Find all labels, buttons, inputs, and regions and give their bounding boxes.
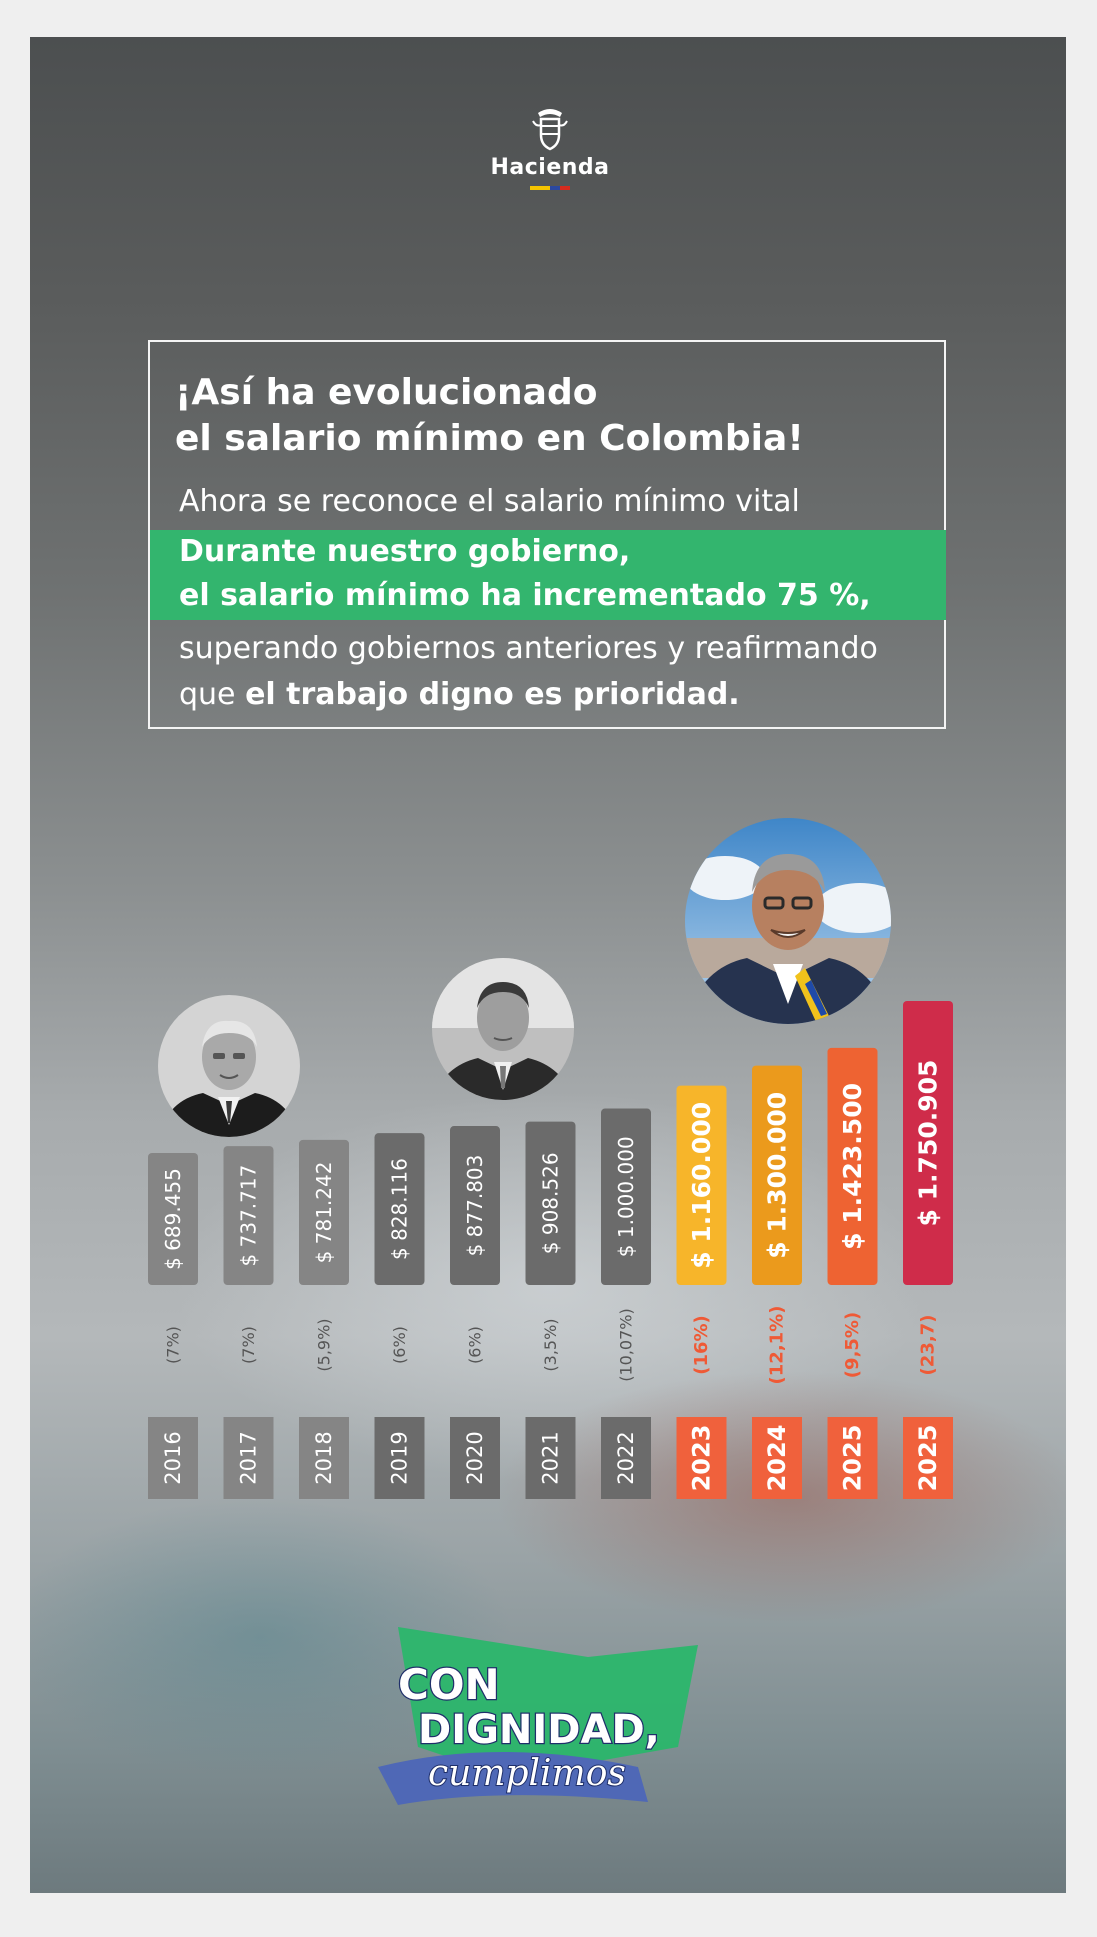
increase-label: (12,1%) xyxy=(767,1306,788,1385)
year-label: 2018 xyxy=(312,1431,336,1484)
increase-label: (10,07%) xyxy=(617,1308,636,1382)
year-label: 2017 xyxy=(237,1431,261,1484)
brand-line-2: DIGNIDAD, xyxy=(418,1707,660,1753)
bar-2016 xyxy=(148,1153,198,1285)
increase-label: (6%) xyxy=(390,1326,409,1364)
bar-value-label: $ 908.526 xyxy=(539,1152,563,1254)
highlight-line-2: el salario mínimo ha incrementado 75 %, xyxy=(179,578,871,613)
brand-line-3: cumplimos xyxy=(428,1753,626,1794)
year-box xyxy=(525,1417,576,1499)
headline-body: superando gobiernos anteriores y reafirm… xyxy=(179,626,939,718)
coat-of-arms-icon xyxy=(532,109,568,151)
year-box xyxy=(374,1417,425,1499)
highlight-band: Durante nuestro gobierno, el salario mín… xyxy=(150,530,946,620)
year-box xyxy=(752,1417,802,1499)
headline-body-line-1: superando gobiernos anteriores y reafirm… xyxy=(179,631,878,666)
year-label: 2021 xyxy=(539,1431,563,1484)
brand-line-1: CON xyxy=(398,1660,500,1709)
headline-body-line-2: que el trabajo digno es prioridad. xyxy=(179,672,939,718)
year-label: 2020 xyxy=(463,1431,487,1484)
headline-box: ¡Así ha evolucionado el salario mínimo e… xyxy=(148,340,946,729)
bar-2019 xyxy=(374,1133,425,1285)
year-box xyxy=(299,1417,349,1499)
bar-2018 xyxy=(299,1139,349,1285)
year-box xyxy=(903,1417,953,1499)
logo-text: Hacienda xyxy=(490,155,610,180)
year-label: 2024 xyxy=(763,1425,791,1492)
bar-value-label: $ 737.717 xyxy=(237,1165,261,1267)
highlight-line-1: Durante nuestro gobierno, xyxy=(179,534,631,569)
year-box xyxy=(148,1417,198,1499)
salary-chart: $ 689.455 $ 737.717 $ 781.242 $ 828.116 $ 87… xyxy=(148,1001,953,1499)
bar-value-label: $ 877.803 xyxy=(463,1155,487,1257)
bar-value-label: $ 1.300.000 xyxy=(763,1092,792,1259)
increase-label: (9,5%) xyxy=(842,1312,863,1378)
headline-title-line-2: el salario mínimo en Colombia! xyxy=(175,418,804,459)
brand-blue-swoosh xyxy=(378,1752,648,1805)
increase-label: (6%) xyxy=(466,1326,485,1364)
bar-value-label: $ 781.242 xyxy=(312,1162,336,1264)
year-box xyxy=(827,1417,878,1499)
bar-2025-b xyxy=(903,1001,953,1285)
bar-2020 xyxy=(450,1126,500,1285)
year-box xyxy=(223,1417,274,1499)
headline-title-line-1: ¡Así ha evolucionado xyxy=(175,372,598,413)
bar-2024 xyxy=(752,1065,802,1285)
bar-2025 xyxy=(827,1047,878,1285)
body-bold: el trabajo digno es prioridad. xyxy=(245,677,740,712)
year-label: 2023 xyxy=(688,1425,716,1492)
bar-2023 xyxy=(676,1085,727,1285)
bar-2017 xyxy=(223,1146,274,1285)
brand-green-swoosh xyxy=(398,1627,698,1777)
headline-subtitle: Ahora se reconoce el salario mínimo vita… xyxy=(179,484,800,519)
portrait-president-2016 xyxy=(158,995,300,1137)
bar-value-label: $ 1.750.905 xyxy=(914,1060,943,1227)
year-label: 2016 xyxy=(161,1431,185,1484)
headline-title: ¡Así ha evolucionado el salario mínimo e… xyxy=(175,370,935,462)
bar-2021 xyxy=(525,1121,576,1285)
con-dignidad-logo: CON DIGNIDAD, cumplimos xyxy=(378,1627,698,1805)
portrait-president-2018 xyxy=(432,958,574,1100)
year-label: 2025 xyxy=(839,1425,867,1492)
bar-value-label: $ 1.423.500 xyxy=(838,1083,867,1250)
bar-value-label: $ 828.116 xyxy=(388,1158,412,1260)
increase-label: (16%) xyxy=(691,1315,712,1375)
increase-label: (23,7) xyxy=(918,1315,939,1376)
year-box xyxy=(601,1417,651,1499)
bar-value-label: $ 689.455 xyxy=(161,1168,185,1270)
year-box xyxy=(450,1417,500,1499)
body-prefix: que xyxy=(179,677,246,712)
increase-label: (5,9%) xyxy=(315,1318,334,1371)
bar-value-label: $ 1.160.000 xyxy=(687,1102,716,1269)
bar-2022 xyxy=(601,1108,651,1285)
year-label: 2025 xyxy=(914,1425,942,1492)
increase-label: (7%) xyxy=(239,1326,258,1364)
year-box xyxy=(676,1417,727,1499)
hacienda-logo: Hacienda xyxy=(470,107,630,190)
increase-label: (7%) xyxy=(164,1326,183,1364)
flag-stripe xyxy=(530,186,570,190)
year-label: 2022 xyxy=(614,1431,638,1484)
portrait-president-2022 xyxy=(685,818,891,1024)
bar-value-label: $ 1.000.000 xyxy=(614,1136,638,1257)
poster: Hacienda ¡Así ha evolucionado el salario… xyxy=(30,37,1066,1893)
year-label: 2019 xyxy=(388,1431,412,1484)
increase-label: (3,5%) xyxy=(541,1318,560,1371)
